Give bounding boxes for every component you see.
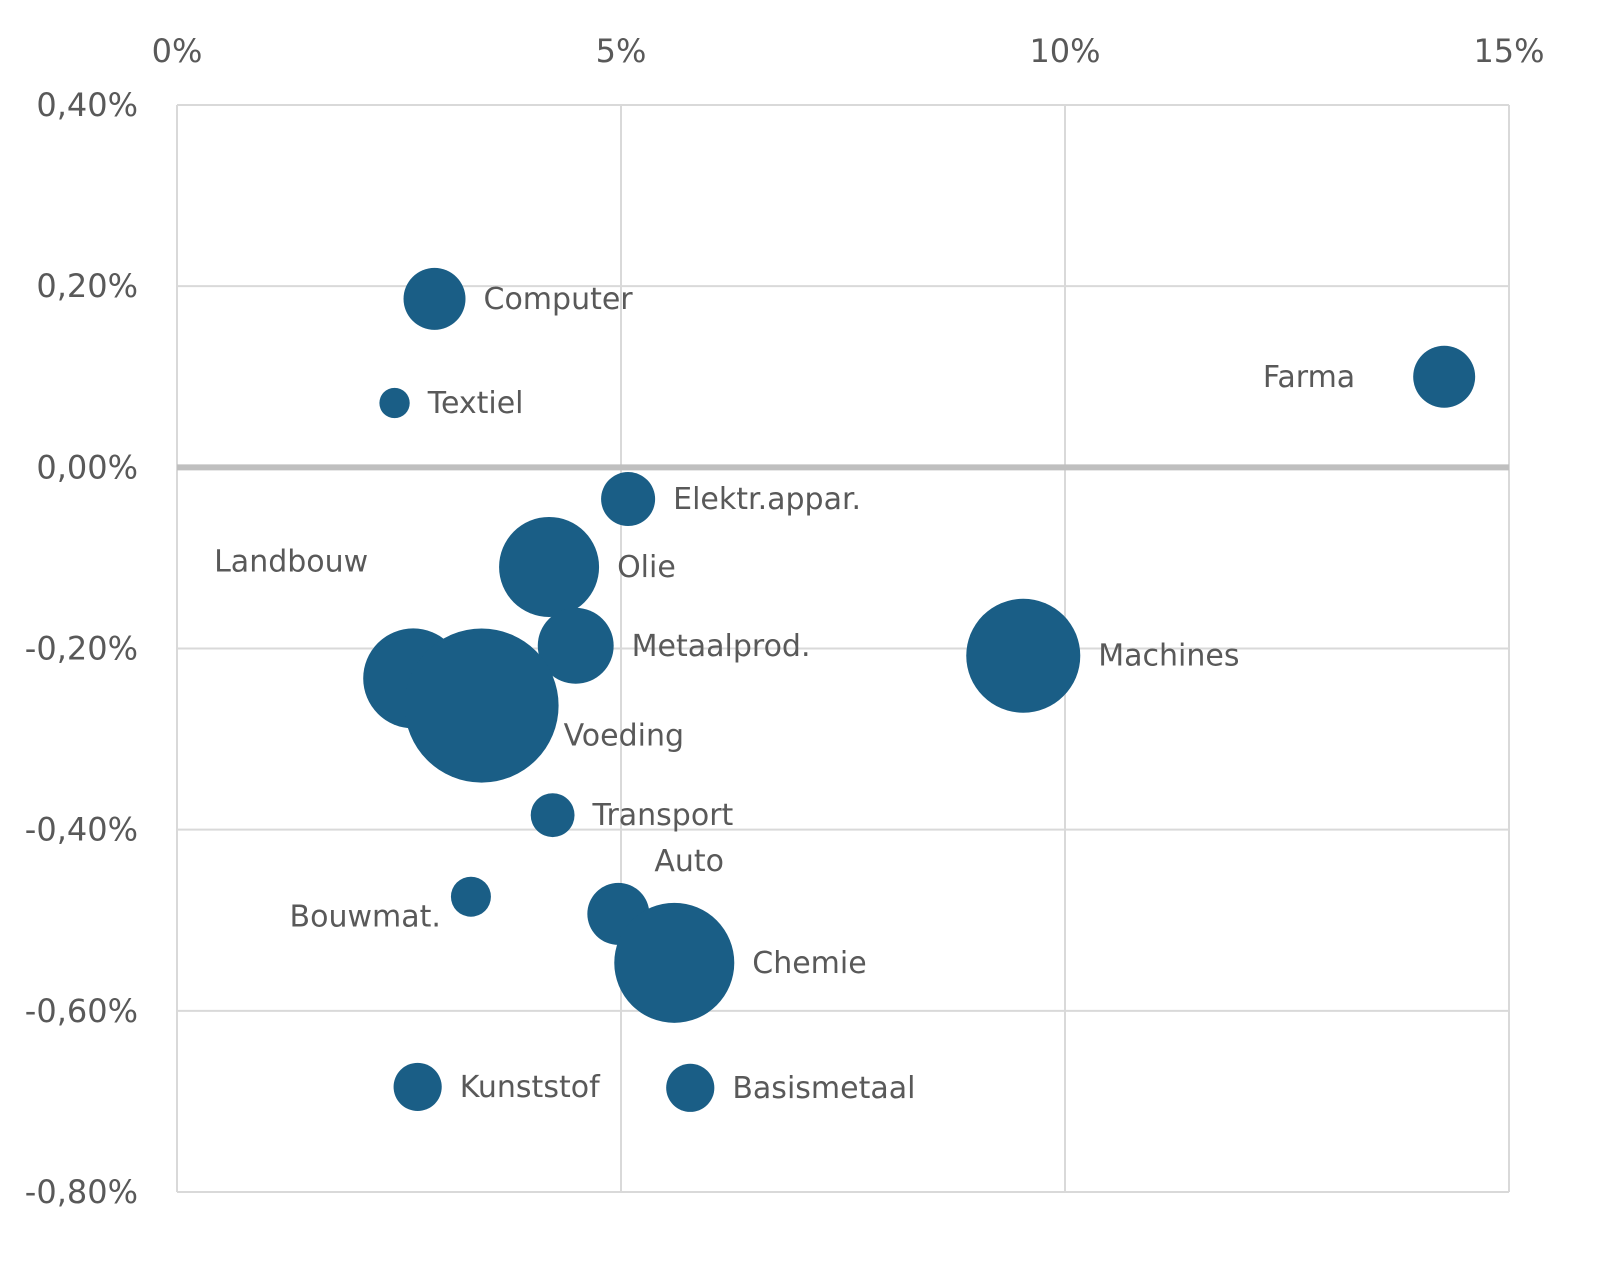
data-label: Kunststof bbox=[460, 1070, 601, 1105]
x-tick-label: 5% bbox=[596, 32, 647, 70]
bubble-voeding[interactable] bbox=[404, 628, 559, 783]
data-label: Basismetaal bbox=[732, 1071, 915, 1106]
bubble-farma[interactable] bbox=[1413, 345, 1476, 408]
bubble-chemie[interactable] bbox=[614, 902, 735, 1023]
x-tick-label: 0% bbox=[152, 32, 203, 70]
gridlines bbox=[176, 104, 1510, 1193]
bubble-metaalprod-[interactable] bbox=[537, 607, 614, 684]
data-label: Machines bbox=[1098, 639, 1239, 674]
data-label: Chemie bbox=[752, 946, 866, 981]
data-label: Transport bbox=[592, 798, 734, 833]
data-label: Farma bbox=[1263, 360, 1355, 395]
y-tick-label: -0,60% bbox=[25, 992, 138, 1030]
data-label: Textiel bbox=[427, 386, 524, 421]
bubble-machines[interactable] bbox=[966, 598, 1081, 713]
data-label: Auto bbox=[654, 844, 724, 879]
data-label: Olie bbox=[617, 550, 676, 585]
x-tick-label: 10% bbox=[1029, 32, 1100, 70]
y-tick-label: 0,00% bbox=[36, 448, 138, 486]
bubble-elektr-appar-[interactable] bbox=[601, 472, 656, 527]
bubble-bouwmat-[interactable] bbox=[450, 876, 491, 917]
data-label: Elektr.appar. bbox=[673, 482, 861, 517]
bubble-computer[interactable] bbox=[403, 267, 466, 330]
y-tick-label: -0,40% bbox=[25, 811, 138, 849]
y-tick-label: 0,40% bbox=[36, 86, 138, 124]
y-tick-label: 0,20% bbox=[36, 267, 138, 305]
data-label: Landbouw bbox=[214, 544, 368, 579]
bubble-kunststof[interactable] bbox=[393, 1062, 442, 1112]
y-tick-label: -0,20% bbox=[25, 630, 138, 668]
bubble-labels: Computer Textiel Farma Elektr.appar. Olie Met… bbox=[214, 282, 1355, 1106]
data-label: Voeding bbox=[564, 719, 684, 754]
bubble-olie[interactable] bbox=[499, 516, 600, 617]
data-label: Metaalprod. bbox=[632, 629, 811, 664]
x-tick-label: 15% bbox=[1473, 32, 1544, 70]
bubble-basismetaal[interactable] bbox=[666, 1063, 715, 1112]
y-tick-label: -0,80% bbox=[25, 1173, 138, 1211]
bubble-textiel[interactable] bbox=[379, 387, 410, 419]
bubble-transport[interactable] bbox=[530, 793, 575, 838]
y-axis-ticks: 0,40% 0,20% 0,00% -0,20% -0,40% -0,60% -0,80% bbox=[25, 86, 138, 1211]
x-axis-ticks: 0% 5% 10% 15% bbox=[152, 32, 1545, 70]
data-label: Bouwmat. bbox=[290, 900, 441, 935]
data-label: Computer bbox=[484, 282, 634, 317]
bubbles bbox=[363, 267, 1476, 1112]
